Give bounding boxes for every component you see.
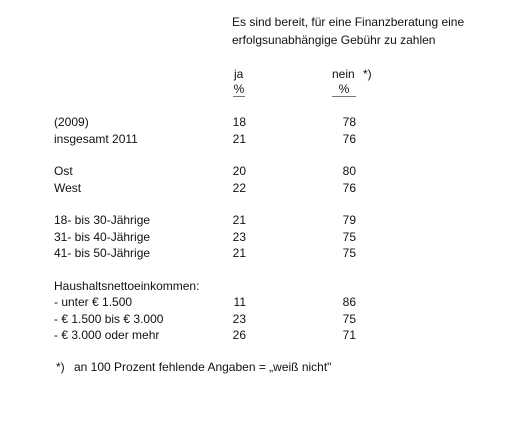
row-label: - € 3.000 oder mehr (54, 328, 160, 342)
footnote-marker: *) (56, 360, 65, 374)
row-label: (2009) (54, 115, 89, 129)
cell-value: 76 (342, 180, 356, 195)
cell-value: 18 (232, 115, 246, 129)
row-label: 18- bis 30-Jährige (54, 213, 151, 227)
column-unit: % (332, 82, 356, 97)
column-unit: % (233, 82, 245, 97)
column-label: nein (332, 67, 355, 81)
cell-value: 23 (232, 311, 246, 326)
cell-value: 75 (342, 246, 356, 260)
row-label: 31- bis 40-Jährige (54, 229, 151, 244)
cell-value: 11 (233, 295, 246, 309)
column-note: *) (363, 67, 372, 81)
cell-value: 26 (232, 328, 246, 342)
row-label: - € 1.500 bis € 3.000 (54, 311, 164, 326)
cell-value: 22 (232, 180, 246, 195)
cell-value: 20 (232, 164, 246, 178)
cell-value: 76 (342, 131, 356, 146)
cell-value: 23 (232, 229, 246, 244)
cell-value: 78 (342, 115, 356, 129)
row-label: insgesamt 2011 (54, 131, 138, 146)
cell-value: 71 (342, 328, 356, 342)
cell-value: 80 (342, 164, 356, 178)
row-label: 41- bis 50-Jährige (54, 246, 151, 260)
group-heading: Haushaltsnettoeinkommen: (54, 278, 200, 293)
column-label: ja (234, 67, 244, 81)
header-line: erfolgsunabhängige Gebühr zu zahlen (232, 33, 436, 47)
cell-value: 21 (232, 131, 246, 146)
row-label: West (54, 180, 82, 195)
header-line: Es sind bereit, für eine Finanzberatung … (232, 15, 465, 29)
row-label: Ost (54, 164, 73, 178)
cell-value: 75 (342, 311, 356, 326)
cell-value: 21 (232, 246, 246, 260)
footnote-text: an 100 Prozent fehlende Angaben = „weiß … (74, 360, 332, 374)
cell-value: 86 (342, 295, 356, 309)
row-label: - unter € 1.500 (54, 295, 133, 309)
cell-value: 21 (232, 213, 246, 227)
cell-value: 79 (342, 213, 356, 227)
cell-value: 75 (342, 229, 356, 244)
